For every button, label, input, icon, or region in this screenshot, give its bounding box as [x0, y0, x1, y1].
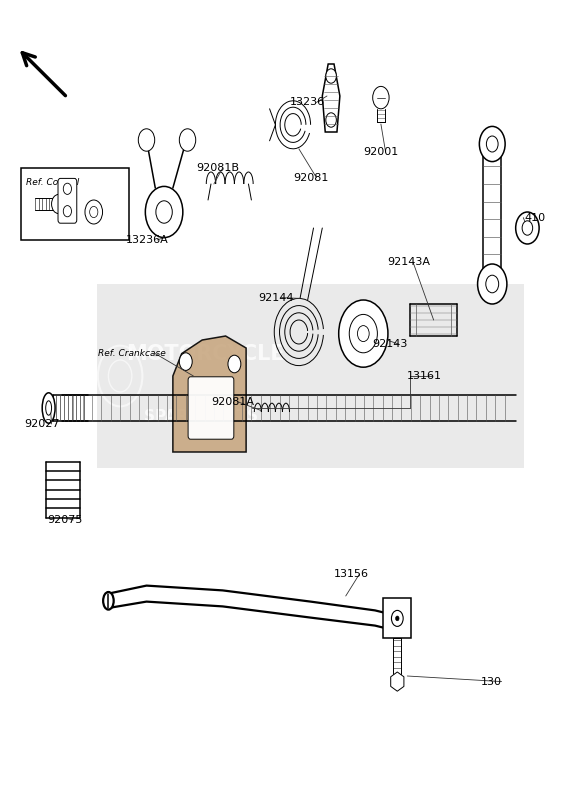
Circle shape [396, 616, 399, 621]
Circle shape [339, 300, 388, 367]
Text: 13236A: 13236A [126, 235, 169, 245]
Ellipse shape [46, 401, 52, 415]
Ellipse shape [103, 592, 114, 610]
Ellipse shape [42, 393, 55, 423]
Text: 92143: 92143 [372, 339, 407, 349]
Bar [21, 168, 129, 240]
FancyBboxPatch shape [188, 377, 234, 439]
Text: 92144: 92144 [258, 293, 294, 302]
Circle shape [145, 186, 183, 238]
Circle shape [391, 610, 403, 626]
Circle shape [138, 129, 155, 151]
Circle shape [228, 355, 241, 373]
Circle shape [90, 206, 98, 218]
Circle shape [52, 194, 66, 214]
Circle shape [349, 314, 377, 353]
Circle shape [522, 221, 533, 235]
Circle shape [516, 212, 539, 244]
Text: 130: 130 [481, 677, 502, 686]
Polygon shape [391, 672, 404, 691]
Text: 92001: 92001 [363, 147, 398, 157]
FancyBboxPatch shape [58, 178, 77, 223]
Text: 92081: 92081 [293, 173, 328, 182]
Bar [97, 284, 524, 468]
Text: 92075: 92075 [47, 515, 82, 525]
Circle shape [357, 326, 369, 342]
Text: 92143A: 92143A [387, 258, 430, 267]
Text: SPARE PARTS: SPARE PARTS [144, 409, 258, 424]
Text: 92027: 92027 [25, 419, 60, 429]
Circle shape [373, 86, 389, 109]
Circle shape [156, 201, 172, 223]
Text: 410: 410 [524, 213, 546, 222]
Text: MOTORCYCLE: MOTORCYCLE [126, 344, 285, 364]
Polygon shape [173, 336, 246, 452]
Circle shape [326, 69, 336, 83]
Text: 13156: 13156 [334, 570, 369, 579]
Text: 13236: 13236 [290, 98, 325, 107]
Circle shape [179, 353, 192, 370]
Circle shape [478, 264, 507, 304]
FancyBboxPatch shape [383, 598, 411, 638]
Circle shape [63, 206, 71, 217]
Polygon shape [322, 64, 340, 132]
Circle shape [179, 129, 196, 151]
Text: Ref. Control: Ref. Control [26, 178, 80, 186]
Text: 13161: 13161 [407, 371, 442, 381]
Text: Ref. Crankcase: Ref. Crankcase [98, 349, 166, 358]
Text: 92081B: 92081B [196, 163, 239, 173]
Circle shape [63, 183, 71, 194]
Circle shape [486, 136, 498, 152]
Circle shape [326, 113, 336, 127]
Circle shape [85, 200, 103, 224]
Circle shape [486, 275, 499, 293]
Circle shape [479, 126, 505, 162]
Text: 92081A: 92081A [211, 397, 254, 406]
